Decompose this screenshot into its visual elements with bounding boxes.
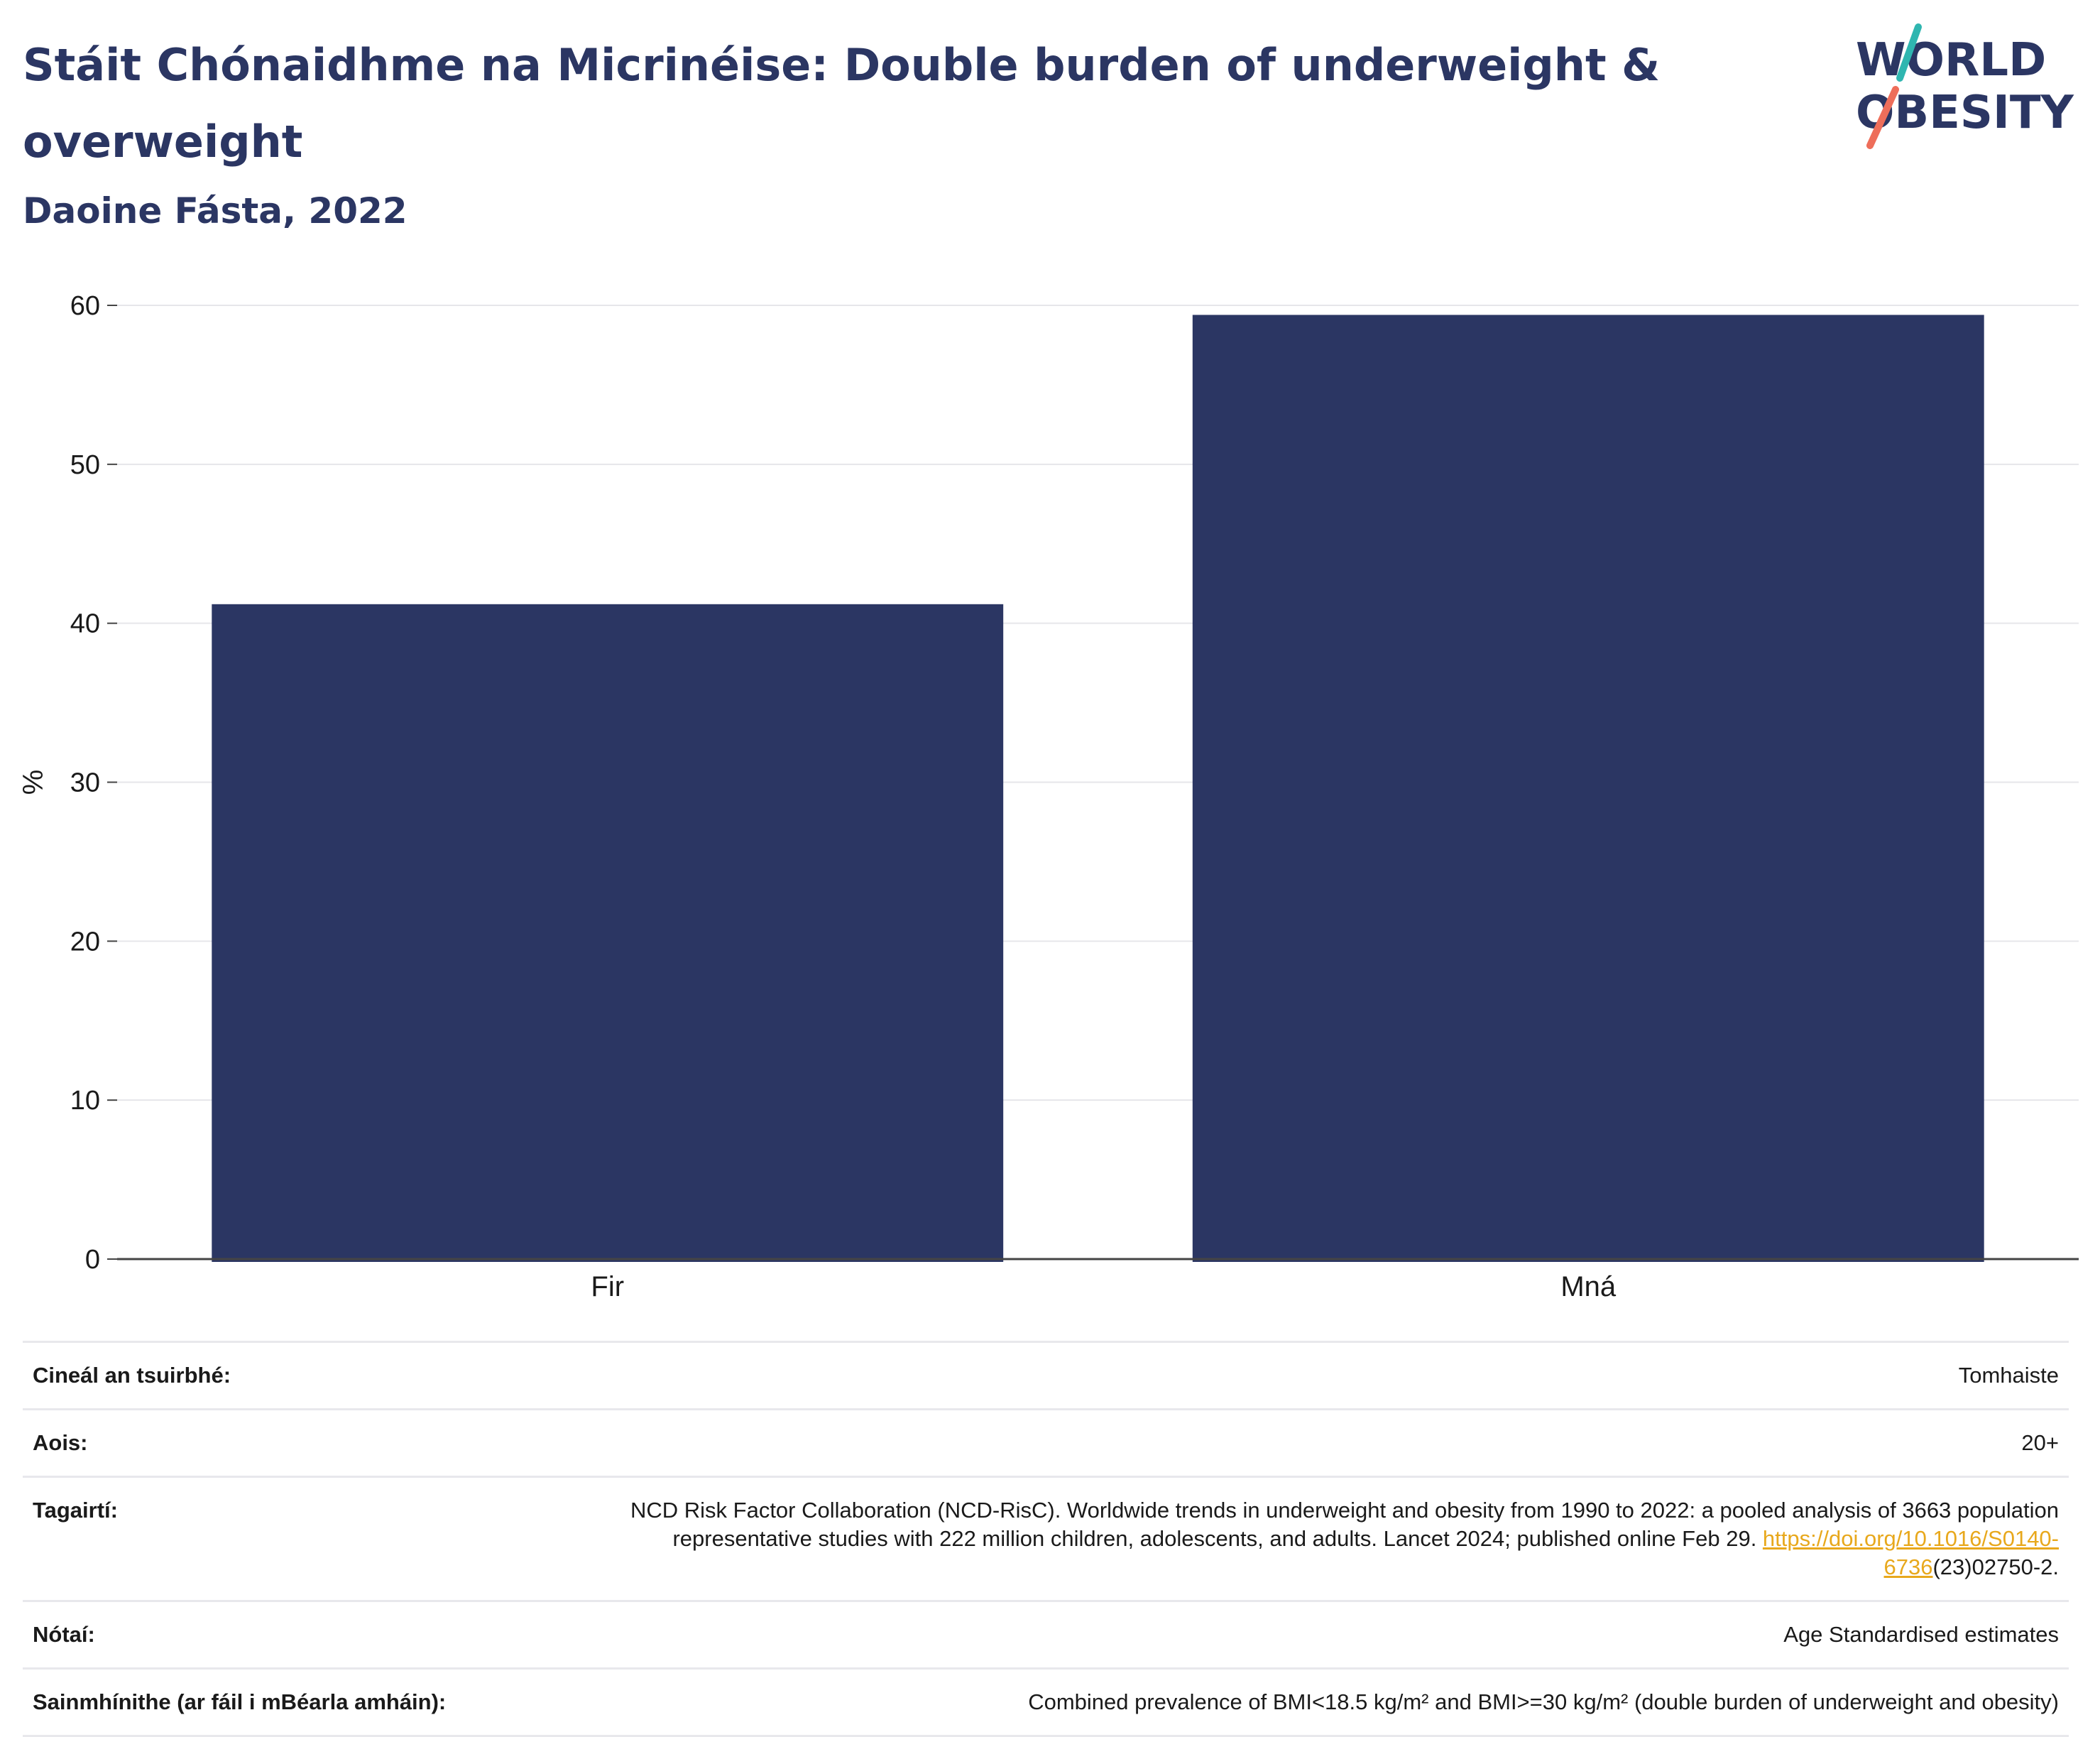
info-value: NCD Risk Factor Collaboration (NCD-RisC)… [603, 1496, 2059, 1581]
y-tick-label: 50 [70, 450, 100, 480]
x-category-label: Mná [1560, 1271, 1617, 1302]
info-row: Aois: 20+ [23, 1408, 2069, 1476]
info-label: Tagairtí: [33, 1498, 118, 1523]
info-value: 20+ [2021, 1430, 2059, 1455]
info-row: Sainmhínithe (ar fáil i mBéarla amháin):… [23, 1667, 2069, 1737]
reference-text: NCD Risk Factor Collaboration (NCD-RisC)… [630, 1498, 2059, 1551]
logo-line1: WORLD [1856, 34, 2046, 87]
y-tick-label: 40 [70, 609, 100, 639]
logo-coral-stroke [1866, 86, 1899, 149]
chart-subtitle: Daoine Fásta, 2022 [23, 190, 408, 232]
y-axis-title: % [18, 770, 49, 795]
bar-1 [212, 604, 1004, 1262]
bar-chart: 0 10 20 30 40 50 60 Fir Mná % [18, 291, 2079, 1302]
info-value: Age Standardised estimates [1783, 1622, 2059, 1647]
y-tick-labels: 0 10 20 30 40 50 60 [70, 291, 117, 1275]
info-label: Nótaí: [33, 1622, 95, 1647]
info-label: Aois: [33, 1430, 88, 1455]
info-table: Cineál an tsuirbhé: Tomhaiste Aois: 20+ Taga… [23, 1341, 2069, 1737]
reference-doi-link[interactable]: https://doi.org/10.1016/S0140-6736 [1762, 1526, 2059, 1579]
y-tick-label: 20 [70, 927, 100, 957]
y-tick-label: 60 [70, 291, 100, 321]
info-row: Nótaí: Age Standardised estimates [23, 1600, 2069, 1667]
info-label: Cineál an tsuirbhé: [33, 1363, 231, 1388]
chart-title: Stáit Chónaidhme na Micrinéise: Double b… [23, 39, 1661, 168]
x-category-labels: Fir Mná [591, 1271, 1616, 1302]
x-category-label: Fir [591, 1271, 624, 1302]
reference-suffix: (23)02750-2. [1932, 1554, 2059, 1579]
y-tick-label: 0 [85, 1245, 100, 1275]
bar-2 [1192, 315, 1984, 1263]
y-tick-label: 30 [70, 768, 100, 798]
bars [212, 315, 1984, 1263]
info-row: Tagairtí: NCD Risk Factor Collaboration (… [23, 1476, 2069, 1600]
logo-teal-stroke [1896, 23, 1922, 82]
y-tick-label: 10 [70, 1086, 100, 1116]
info-value: Combined prevalence of BMI<18.5 kg/m² an… [1028, 1689, 2059, 1714]
world-obesity-logo: WORLD OBESITY [1856, 23, 2074, 149]
info-row: Cineál an tsuirbhé: Tomhaiste [23, 1341, 2069, 1408]
info-label: Sainmhínithe (ar fáil i mBéarla amháin): [33, 1689, 447, 1714]
info-value: Tomhaiste [1958, 1363, 2059, 1388]
